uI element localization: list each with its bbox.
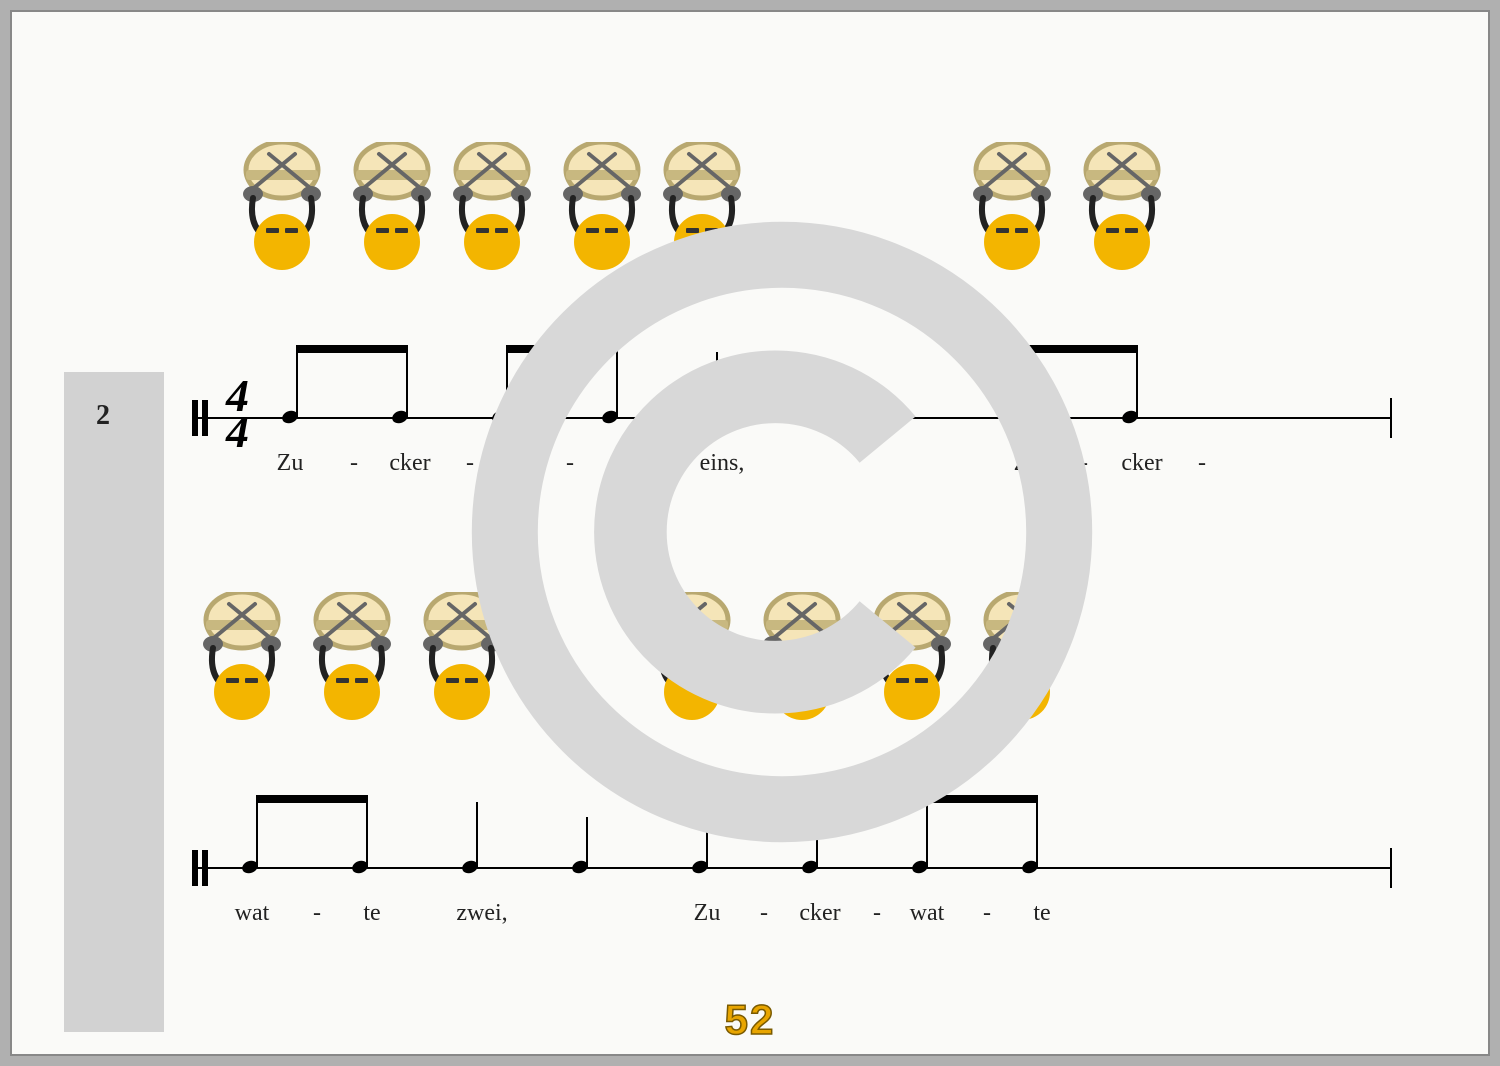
lyric-syllable: wat xyxy=(493,450,528,477)
note-beam xyxy=(706,795,818,803)
lyric-hyphen: - xyxy=(350,450,358,477)
note-stem xyxy=(476,802,478,867)
drum-player-icon xyxy=(447,142,537,272)
lyric-hyphen: - xyxy=(566,450,574,477)
note-stem xyxy=(716,352,718,417)
lyric-syllable: te xyxy=(363,900,380,927)
lyric-syllable: cker xyxy=(1121,450,1162,477)
lyric-syllable: wat xyxy=(235,900,270,927)
note-stem xyxy=(706,795,708,867)
lyric-syllable: wat xyxy=(910,900,945,927)
page-frame: 2 4 4 Zu-cker-wat-teeins,Zu-cker- wat-te… xyxy=(10,10,1490,1056)
note-stem xyxy=(296,345,298,417)
lyric-hyphen: - xyxy=(313,900,321,927)
note-stem xyxy=(1136,345,1138,417)
lyric-hyphen: - xyxy=(760,900,768,927)
lyric-hyphen: - xyxy=(983,900,991,927)
lyric-syllable: Zu xyxy=(1014,450,1041,477)
note-beam xyxy=(1026,345,1138,353)
lyric-syllable: cker xyxy=(389,450,430,477)
drum-player-icon xyxy=(757,592,847,722)
note-beam xyxy=(296,345,408,353)
note-beam xyxy=(506,345,618,353)
exercise-number: 2 xyxy=(96,400,110,432)
margin-tab xyxy=(64,372,164,1032)
lyric-syllable: te xyxy=(1033,900,1050,927)
percussion-clef-icon xyxy=(192,850,212,891)
lyric-syllable: Zu xyxy=(694,900,721,927)
page-number: 52 xyxy=(725,996,776,1044)
barline-end xyxy=(1390,848,1392,888)
drum-player-icon xyxy=(1077,142,1167,272)
drum-player-icon xyxy=(557,142,647,272)
note-beam xyxy=(926,795,1038,803)
note-stem xyxy=(256,795,258,867)
lyric-syllable: Zu xyxy=(277,450,304,477)
note-stem xyxy=(406,345,408,417)
drum-player-icon xyxy=(647,592,737,722)
time-sig-denominator: 4 xyxy=(226,414,249,450)
drum-player-icon xyxy=(977,592,1067,722)
drum-player-icon xyxy=(867,592,957,722)
note-stem xyxy=(1026,345,1028,417)
lyric-syllable: cker xyxy=(799,900,840,927)
drum-player-icon xyxy=(197,592,287,722)
lyric-hyphen: - xyxy=(873,900,881,927)
note-stem xyxy=(816,795,818,867)
lyric-syllable: eins, xyxy=(700,450,745,477)
lyric-hyphen: - xyxy=(1198,450,1206,477)
lyric-hyphen: - xyxy=(1080,450,1088,477)
note-stem xyxy=(586,817,588,867)
note-stem xyxy=(1036,795,1038,867)
drum-player-icon xyxy=(657,142,747,272)
lyric-hyphen: - xyxy=(466,450,474,477)
lyric-syllable: te xyxy=(611,450,628,477)
drum-player-icon xyxy=(307,592,397,722)
drum-player-icon xyxy=(347,142,437,272)
drum-player-icon xyxy=(417,592,507,722)
note-stem xyxy=(826,367,828,417)
time-signature: 4 4 xyxy=(226,378,249,450)
percussion-clef-icon xyxy=(192,400,212,441)
note-stem xyxy=(926,795,928,867)
note-beam xyxy=(256,795,368,803)
note-stem xyxy=(506,345,508,417)
staff-line xyxy=(192,867,1392,869)
copyright-watermark-icon xyxy=(452,202,1112,862)
drum-player-icon xyxy=(967,142,1057,272)
note-stem xyxy=(616,345,618,417)
lyric-syllable: zwei, xyxy=(456,900,507,927)
barline-end xyxy=(1390,398,1392,438)
staff-line xyxy=(192,417,1392,419)
drum-player-icon xyxy=(237,142,327,272)
note-stem xyxy=(366,795,368,867)
